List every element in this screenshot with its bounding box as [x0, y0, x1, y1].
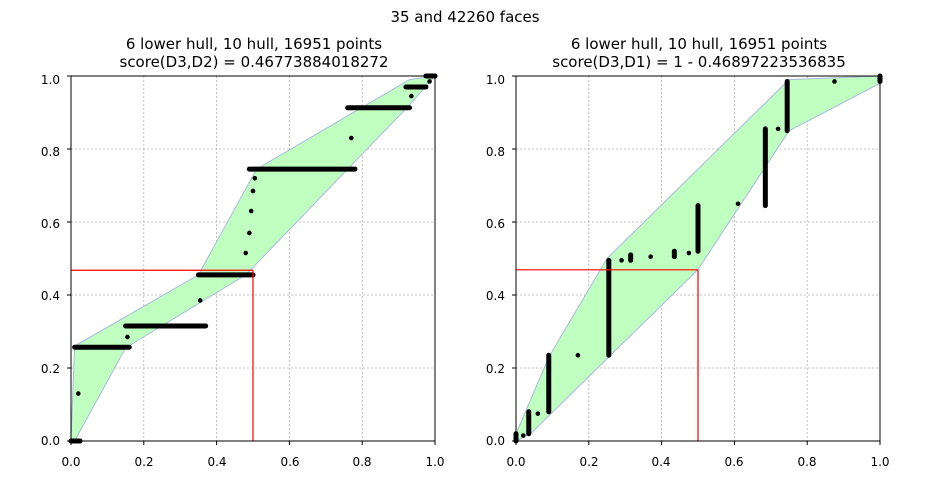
y-tick-label: 1.0: [41, 73, 60, 87]
data-point: [250, 188, 256, 194]
right-plot-area: [512, 73, 883, 445]
right-y-tick-labels: 0.0 0.2 0.4 0.6 0.8 1.0: [486, 73, 505, 448]
y-tick-label: 0.0: [486, 434, 505, 448]
axes-frame: [70, 75, 436, 442]
y-tick-label: 0.4: [41, 289, 60, 303]
y-tick-label: 0.8: [41, 145, 60, 159]
left-title-line1: 6 lower hull, 10 hull, 16951 points: [126, 35, 382, 53]
data-point: [686, 250, 692, 256]
data-point: [75, 391, 81, 396]
x-tick-label: 1.0: [870, 455, 889, 469]
left-title-line2: score(D3,D2) = 0.46773884018272: [120, 53, 389, 71]
data-point: [247, 230, 252, 236]
data-point: [125, 334, 130, 340]
x-tick-label: 0.6: [280, 455, 299, 469]
y-tick-label: 0.0: [41, 434, 60, 448]
data-point: [243, 250, 249, 256]
data-point: [409, 93, 414, 99]
x-tick-label: 1.0: [425, 455, 444, 469]
y-tick-label: 0.8: [486, 145, 505, 159]
x-tick-label: 0.2: [579, 455, 598, 469]
x-tick-label: 0.2: [134, 455, 153, 469]
data-point: [252, 175, 258, 181]
x-tick-label: 0.0: [506, 455, 525, 469]
figure-suptitle: 35 and 42260 faces: [390, 8, 539, 26]
data-point: [520, 433, 526, 438]
data-point: [535, 411, 541, 416]
left-subplot: 6 lower hull, 10 hull, 16951 points scor…: [41, 35, 445, 469]
x-tick-label: 0.4: [207, 455, 226, 469]
data-point: [348, 135, 354, 141]
y-tick-label: 0.4: [486, 289, 505, 303]
x-tick-label: 0.8: [352, 455, 371, 469]
left-x-tick-labels: 0.0 0.2 0.4 0.6 0.8 1.0: [61, 455, 444, 469]
data-point: [575, 352, 581, 358]
x-tick-label: 0.4: [651, 455, 670, 469]
data-point: [775, 126, 781, 132]
y-tick-label: 1.0: [486, 73, 505, 87]
right-subplot: 6 lower hull, 10 hull, 16951 points scor…: [486, 35, 890, 469]
data-point: [427, 79, 432, 84]
data-point: [619, 258, 624, 263]
left-y-tick-labels: 0.0 0.2 0.4 0.6 0.8 1.0: [41, 73, 60, 448]
data-point: [248, 208, 254, 214]
x-tick-label: 0.0: [61, 455, 80, 469]
data-point: [735, 201, 741, 207]
y-tick-label: 0.6: [41, 217, 60, 231]
right-title-line1: 6 lower hull, 10 hull, 16951 points: [571, 35, 827, 53]
y-tick-label: 0.6: [486, 217, 505, 231]
data-point: [832, 79, 837, 84]
axes-frame: [515, 75, 881, 442]
x-tick-label: 0.6: [724, 455, 743, 469]
x-tick-label: 0.8: [797, 455, 816, 469]
right-x-tick-labels: 0.0 0.2 0.4 0.6 0.8 1.0: [506, 455, 889, 469]
right-title-line2: score(D3,D1) = 1 - 0.46897223536835: [552, 53, 845, 71]
data-point: [648, 254, 653, 259]
y-tick-label: 0.2: [486, 362, 505, 376]
left-plot-area: [67, 73, 438, 445]
data-point: [197, 298, 203, 303]
y-tick-label: 0.2: [41, 362, 60, 376]
